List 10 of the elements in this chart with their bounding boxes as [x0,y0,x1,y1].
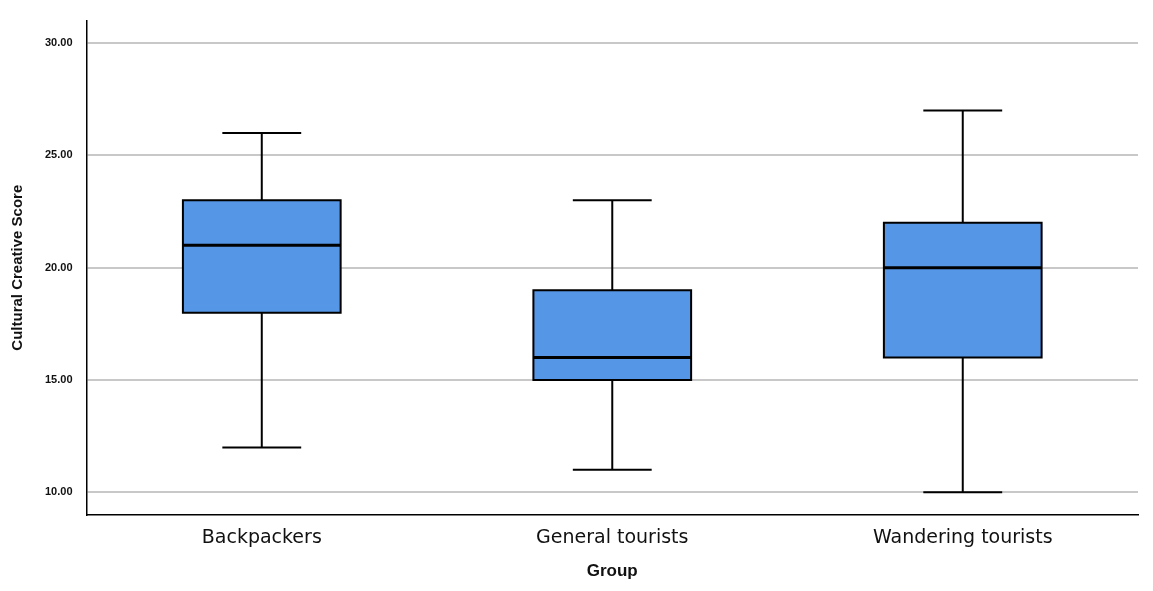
y-tick-label: 30.00 [45,36,73,49]
x-axis-title: Group [586,561,638,581]
x-tick-label: Wandering tourists [872,525,1053,548]
x-tick-label: Backpackers [201,525,322,548]
x-tick-label: General tourists [536,525,689,548]
y-axis-title: Cultural Creative Score [8,184,26,351]
y-tick-label: 25.00 [45,148,73,161]
y-tick-label: 15.00 [45,373,73,386]
y-tick-label: 20.00 [45,260,73,273]
y-tick-label: 10.00 [45,485,73,498]
